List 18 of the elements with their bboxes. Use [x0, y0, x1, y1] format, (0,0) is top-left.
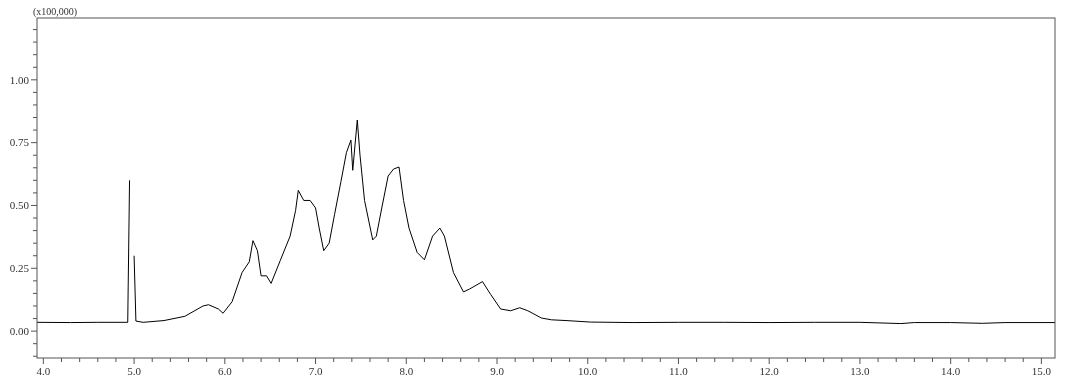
x-tick-label: 5.0 [127, 365, 142, 377]
y-tick-label: 0.50 [9, 199, 30, 212]
y-tick-label: 0.75 [9, 136, 30, 149]
x-tick-label: 13.0 [850, 365, 871, 377]
x-tick-label: 15.0 [1031, 365, 1052, 377]
x-tick-label: 8.0 [399, 365, 414, 377]
y-tick-label: 0.00 [9, 324, 30, 337]
y-tick-label: 0.25 [9, 262, 30, 275]
y-axis-title: (x100,000) [33, 6, 78, 18]
x-tick-label: 12.0 [759, 365, 780, 377]
x-tick-label: 14.0 [941, 365, 961, 377]
x-tick-label: 7.0 [308, 365, 323, 377]
x-tick-label: 10.0 [578, 365, 598, 377]
x-tick-label: 6.0 [217, 365, 233, 377]
x-tick-label: 9.0 [490, 365, 505, 377]
x-tick-label: 4.0 [36, 365, 51, 377]
x-tick-label: 11.0 [669, 365, 689, 377]
y-tick-label: 1.00 [9, 73, 30, 86]
